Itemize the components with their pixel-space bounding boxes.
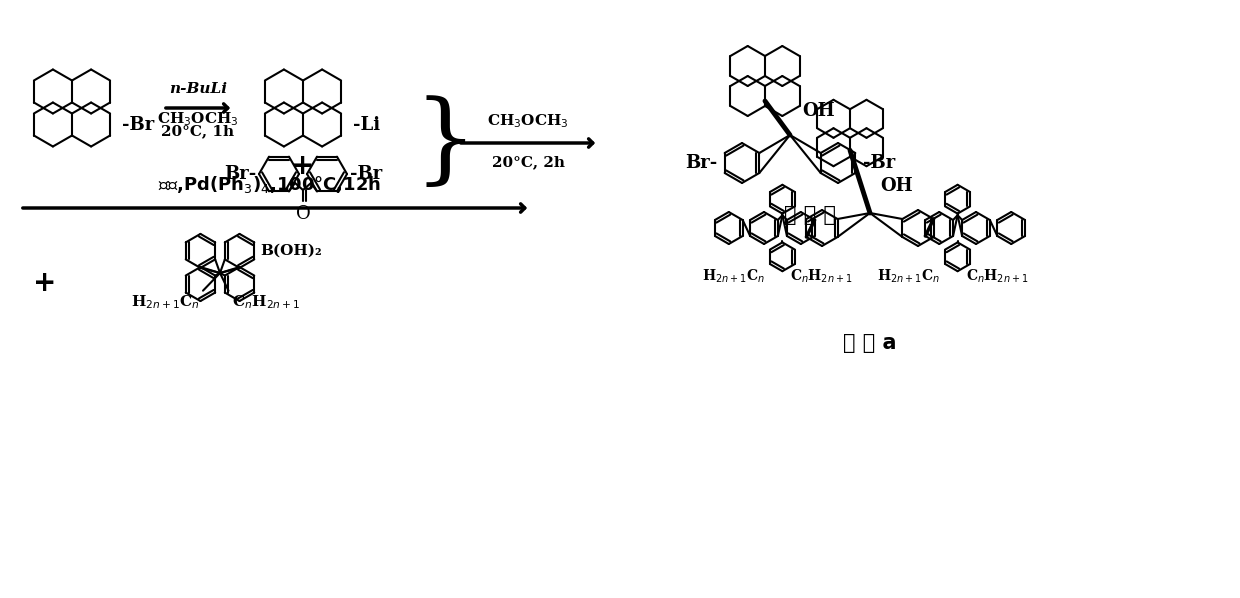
Text: }: }: [413, 96, 476, 192]
Text: H$_{2n+1}$C$_n$: H$_{2n+1}$C$_n$: [131, 294, 200, 312]
Text: -Br: -Br: [122, 115, 154, 133]
Text: H$_{2n+1}$C$_n$: H$_{2n+1}$C$_n$: [877, 268, 940, 285]
Text: n-BuLi: n-BuLi: [169, 82, 227, 96]
Text: C$_n$H$_{2n+1}$: C$_n$H$_{2n+1}$: [232, 294, 300, 312]
Text: +: +: [291, 152, 315, 180]
Text: O: O: [295, 205, 310, 223]
Text: -Br: -Br: [350, 165, 382, 183]
Text: C$_n$H$_{2n+1}$: C$_n$H$_{2n+1}$: [966, 268, 1028, 285]
Text: 中 间 体: 中 间 体: [784, 205, 836, 225]
Text: OH: OH: [880, 177, 913, 195]
Text: Br-: Br-: [684, 154, 717, 172]
Text: CH$_3$OCH$_3$: CH$_3$OCH$_3$: [487, 112, 569, 130]
Text: C$_n$H$_{2n+1}$: C$_n$H$_{2n+1}$: [790, 268, 853, 285]
Text: Br-: Br-: [223, 165, 255, 183]
Text: 20°C, 2h: 20°C, 2h: [491, 155, 564, 169]
Text: -Br: -Br: [863, 154, 895, 172]
Text: H$_{2n+1}$C$_n$: H$_{2n+1}$C$_n$: [702, 268, 765, 285]
Text: 单 体 a: 单 体 a: [843, 333, 897, 353]
Text: -Li: -Li: [353, 115, 381, 133]
Text: 甲苯,Pd(Ph$_3$)$_4$,100°C,12h: 甲苯,Pd(Ph$_3$)$_4$,100°C,12h: [159, 174, 382, 195]
Text: OH: OH: [802, 102, 835, 120]
Text: CH$_3$OCH$_3$: CH$_3$OCH$_3$: [157, 110, 239, 128]
Text: +: +: [33, 269, 57, 297]
Text: B(OH)₂: B(OH)₂: [260, 244, 322, 258]
Text: 20°C, 1h: 20°C, 1h: [161, 124, 234, 138]
